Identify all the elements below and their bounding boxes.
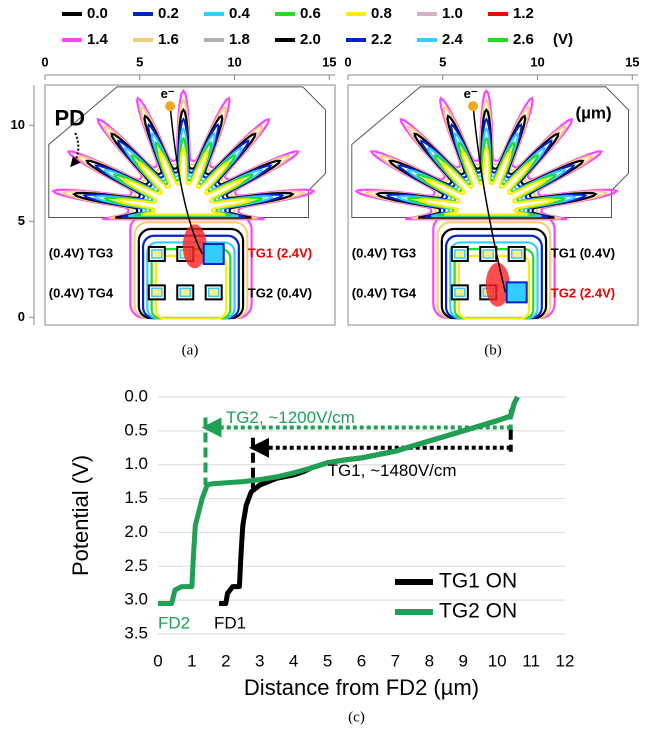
annotation: TG1 (0.4V) (551, 245, 615, 260)
contour-panel: 0 5 10 15 e⁻ (µm) (0.4V) TG3 TG1 (0.4V) (0.4V) T… (344, 54, 639, 358)
legend-label: 1.4 (87, 31, 109, 48)
contour-line (113, 145, 254, 216)
x-tick-label: 12 (556, 651, 575, 670)
gate-inner (151, 287, 163, 298)
y-tick-label: 5 (18, 213, 25, 228)
gate-inner (482, 249, 495, 259)
annotation: FD2 (158, 613, 190, 632)
legend-label: 2.0 (300, 31, 321, 48)
x-tick-label: 10 (530, 54, 544, 69)
x-tick-label: 0 (41, 54, 48, 69)
legend-label: 0.8 (371, 5, 392, 22)
x-tick-label: 0 (153, 651, 162, 670)
x-tick-label: 15 (625, 54, 639, 69)
legend-label: 1.2 (513, 5, 534, 22)
x-axis-title: Distance from FD2 (µm) (244, 675, 479, 700)
legend-unit: (V) (553, 31, 573, 48)
electron-path (169, 106, 203, 255)
annotation: FD1 (214, 613, 246, 632)
legend-label: 2.4 (442, 31, 464, 48)
y-tick-label: 3.5 (124, 623, 148, 642)
hot-spot (485, 262, 510, 307)
x-tick-label: 1 (187, 651, 196, 670)
y-tick-label: 0.5 (124, 420, 148, 439)
x-tick-label: 10 (488, 651, 507, 670)
electron-path (472, 106, 507, 293)
annotation: TG1 (2.4V) (248, 245, 312, 260)
x-tick-label: 8 (425, 651, 434, 670)
legend-label: 2.2 (371, 31, 392, 48)
annotation: (0.4V) TG4 (352, 286, 417, 301)
active-gate (505, 281, 528, 304)
gate-inner (151, 249, 163, 259)
x-tick-label: 15 (322, 54, 336, 69)
x-tick-label: 5 (439, 54, 446, 69)
x-tick-label: 10 (227, 54, 241, 69)
electron (165, 101, 176, 112)
gate-inner (454, 249, 466, 259)
electron (468, 101, 479, 112)
y-tick-label: 3.0 (124, 590, 148, 609)
x-tick-label: 2 (221, 651, 230, 670)
annotation: e⁻ (464, 86, 478, 101)
y-tick-label: 1.5 (124, 488, 148, 507)
x-tick-label: 7 (391, 651, 400, 670)
legend-label: TG2 ON (439, 600, 517, 623)
annotation: e⁻ (161, 86, 175, 101)
x-tick-label: 9 (459, 651, 468, 670)
y-tick-label: 1.0 (124, 454, 148, 473)
gate-inner (179, 287, 192, 298)
y-tick-label: 2.5 (124, 556, 148, 575)
x-tick-label: 0 (344, 54, 351, 69)
x-tick-label: 3 (255, 651, 264, 670)
x-tick-label: 5 (136, 54, 143, 69)
legend-label: 2.6 (513, 31, 534, 48)
annotation: (0.4V) TG3 (49, 245, 113, 260)
pd-outline (48, 86, 327, 218)
annotation: (0.4V) TG3 (352, 245, 416, 260)
legend-label: 0.4 (229, 5, 251, 22)
y-tick-label: 0.0 (124, 386, 148, 405)
gate-inner (510, 249, 523, 259)
legend-label: TG1 ON (439, 570, 517, 593)
annotation: TG2, ~1200V/cm (226, 408, 355, 427)
data-line (158, 395, 520, 606)
y-axis-title: Potential (V) (68, 455, 93, 576)
legend-label: 0.2 (158, 5, 179, 22)
annotation: (0.4V) TG4 (49, 286, 114, 301)
hot-spot (182, 224, 207, 269)
annotation: TG2 (2.4V) (551, 286, 615, 301)
annotation: PD (54, 105, 85, 130)
gate-inner (454, 287, 466, 298)
legend-label: 1.8 (229, 31, 250, 48)
annotation: (µm) (575, 103, 611, 122)
pd-outline (351, 86, 630, 218)
active-gate (202, 242, 225, 265)
legend-label: 1.6 (158, 31, 179, 48)
legend-label: 1.0 (442, 5, 463, 22)
legend-label: 0.0 (87, 5, 108, 22)
y-tick-label: 2.0 (124, 522, 148, 541)
contour-panel: 0 5 10 15 0 5 10 PD e⁻ (0.4V) TG3 TG1 (2.4V) (0.4V)… (11, 54, 337, 358)
y-tick-label: 10 (11, 117, 25, 132)
contour-line (416, 145, 557, 216)
annotation: TG2 (0.4V) (248, 286, 312, 301)
x-tick-label: 5 (323, 651, 332, 670)
caption: (a) (182, 342, 199, 358)
caption: (c) (348, 709, 365, 725)
annotation: TG1, ~1480V/cm (328, 461, 457, 480)
x-tick-label: 11 (522, 651, 540, 670)
y-tick-label: 0 (18, 309, 25, 324)
gate-inner (207, 287, 220, 298)
x-tick-label: 4 (289, 651, 298, 670)
x-tick-label: 6 (357, 651, 366, 670)
legend-label: 0.6 (300, 5, 321, 22)
caption: (b) (484, 342, 502, 358)
